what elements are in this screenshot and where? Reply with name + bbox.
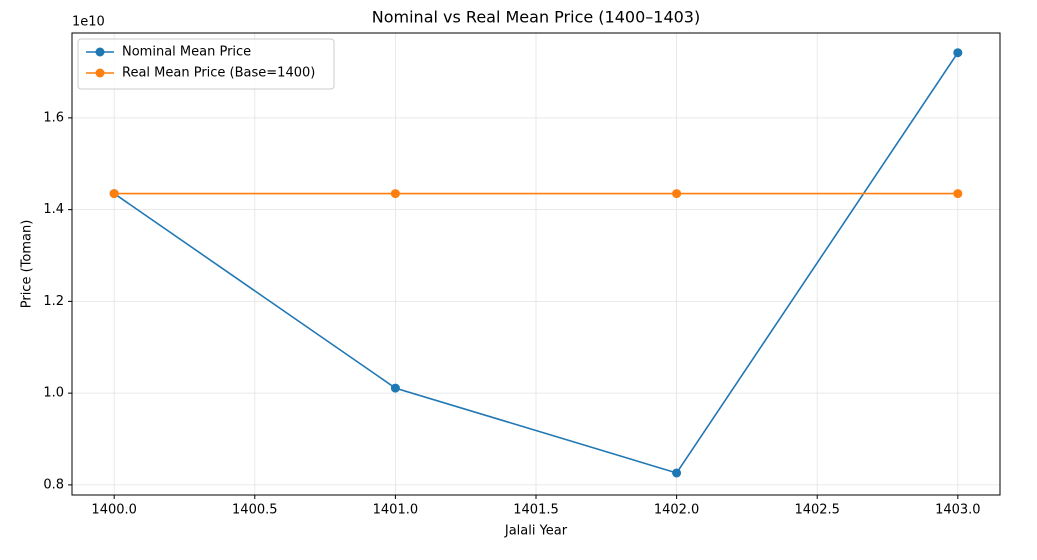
- x-tick-label: 1401.0: [373, 503, 419, 518]
- data-point: [109, 189, 119, 199]
- chart-title: Nominal vs Real Mean Price (1400–1403): [372, 8, 700, 27]
- legend-marker: [95, 68, 105, 78]
- x-tick-label: 1403.0: [935, 503, 981, 518]
- y-tick-label: 0.8: [43, 477, 64, 492]
- legend-label: Real Mean Price (Base=1400): [122, 66, 315, 81]
- y-tick-label: 1.2: [43, 294, 64, 309]
- x-tick-label: 1401.5: [513, 503, 559, 518]
- y-tick-label: 1.6: [43, 110, 64, 125]
- x-tick-label: 1402.0: [654, 503, 700, 518]
- y-tick-label: 1.4: [43, 202, 64, 217]
- series-line: [113, 52, 959, 474]
- legend-marker: [95, 47, 105, 57]
- data-point: [672, 468, 682, 478]
- x-tick-label: 1402.5: [794, 503, 840, 518]
- data-point: [953, 189, 963, 199]
- x-axis-label: Jalali Year: [504, 524, 568, 539]
- x-tick-label: 1400.5: [232, 503, 278, 518]
- data-point: [953, 48, 963, 58]
- y-axis-label: Price (Toman): [20, 220, 35, 309]
- y-tick-label: 1.0: [43, 386, 64, 401]
- data-point: [672, 189, 682, 199]
- data-point: [390, 383, 400, 393]
- plot-frame: [71, 32, 1001, 496]
- y-offset-label: 1e10: [72, 15, 105, 30]
- legend-label: Nominal Mean Price: [122, 45, 251, 60]
- legend-box: [77, 38, 335, 90]
- data-point: [390, 189, 400, 199]
- x-tick-label: 1400.0: [91, 503, 137, 518]
